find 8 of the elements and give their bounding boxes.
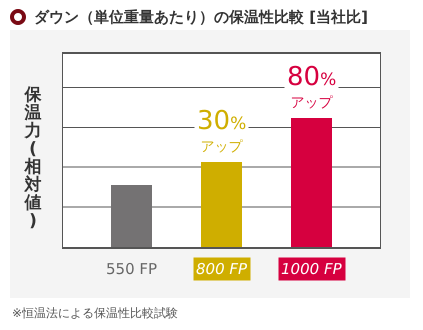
x-tick-label: 550 FP	[106, 260, 158, 278]
x-tick-label: 800 FP	[196, 260, 248, 278]
chart-title: ダウン（単位重量あたり）の保温性比較 [当社比]	[34, 8, 368, 26]
annotation: 30% アップ	[197, 106, 246, 156]
y-axis-title: 保温力(相対値)	[23, 85, 42, 231]
text: ※恒温法による保温性比較試験	[12, 305, 178, 322]
x-tick-label: 1000 FP	[281, 260, 343, 278]
annotation: 80% アップ	[287, 62, 336, 112]
